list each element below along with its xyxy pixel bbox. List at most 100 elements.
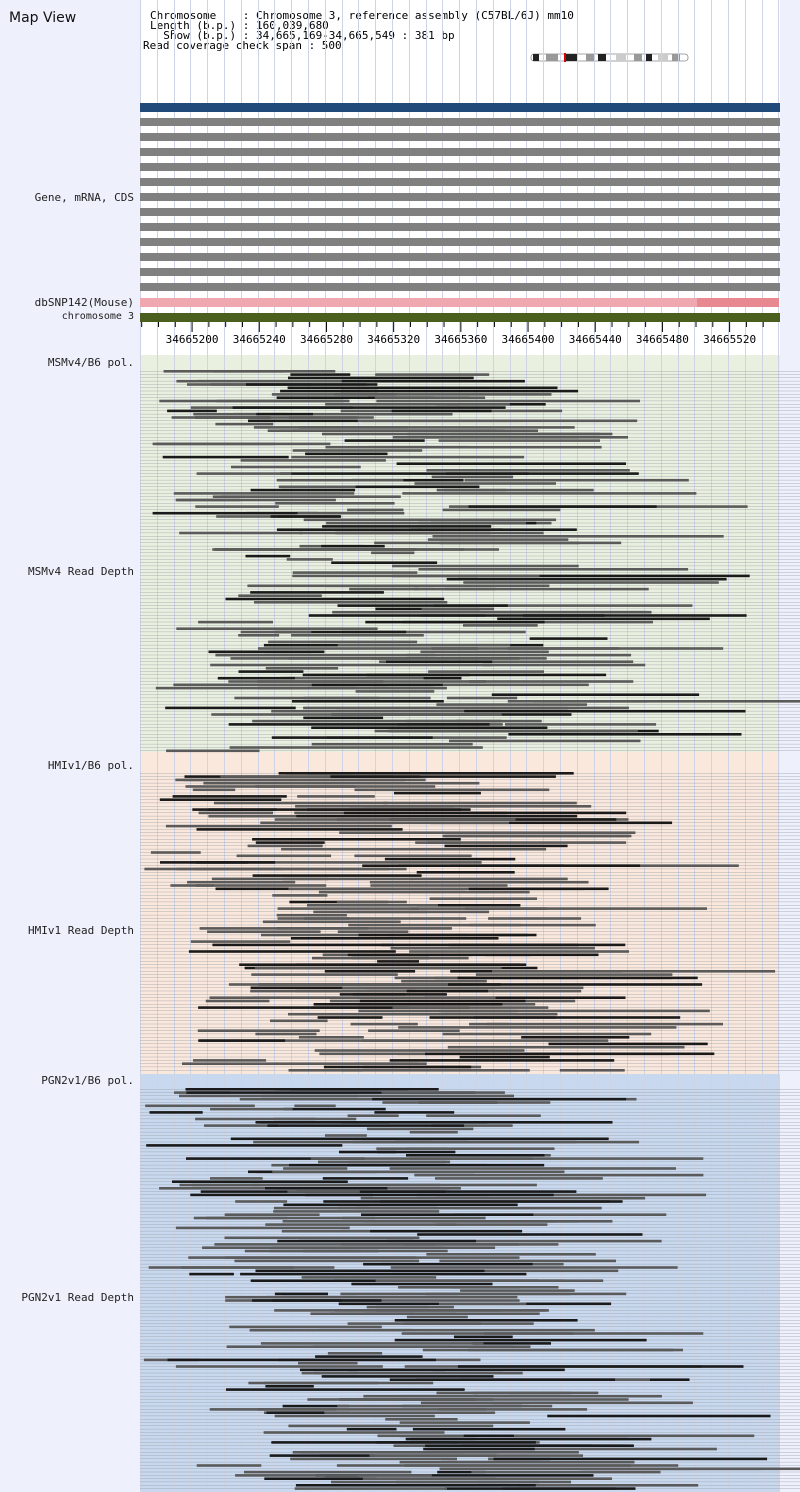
hmi-read: [448, 943, 626, 947]
gridline: [442, 0, 443, 1492]
pgn-read: [361, 1213, 534, 1216]
hmi-read: [444, 844, 568, 848]
msm-read: [176, 498, 336, 502]
pgn-read: [282, 1404, 349, 1408]
mrna-bar[interactable]: [140, 253, 780, 261]
pgn-depth-label: PGN2v1 Read Depth: [21, 1291, 134, 1304]
msm-read: [292, 449, 423, 452]
msm-read: [347, 508, 404, 512]
msm-read: [421, 607, 495, 611]
pgn-read: [206, 1216, 376, 1220]
hmi-read: [198, 811, 273, 815]
pgn-read: [399, 1460, 635, 1464]
hmi-read: [392, 1006, 549, 1009]
pgn-read: [513, 1434, 755, 1438]
msm-read: [299, 426, 575, 429]
msm-read: [230, 657, 410, 660]
pgn-read: [341, 1243, 559, 1246]
msm-read: [270, 515, 340, 518]
pgn-read: [196, 1464, 262, 1467]
msm-read: [334, 393, 552, 396]
mrna-bar[interactable]: [140, 148, 780, 156]
msm-read: [238, 594, 322, 597]
hmi-read: [370, 884, 508, 887]
mrna-bar[interactable]: [140, 178, 780, 186]
hmi-read: [198, 1006, 470, 1009]
mrna-bar[interactable]: [140, 208, 780, 216]
hmi-read: [448, 983, 703, 986]
pgn-read: [265, 1385, 314, 1388]
pgn-read: [406, 1315, 468, 1319]
hmi-read: [389, 1059, 615, 1062]
chromosome-ideogram[interactable]: [530, 53, 690, 62]
hmi-read: [354, 854, 472, 858]
dbsnp-bar[interactable]: [140, 298, 697, 307]
mrna-bar[interactable]: [264, 283, 780, 291]
pgn-read: [362, 1477, 612, 1480]
msm-read: [396, 462, 626, 465]
pgn-read: [188, 1256, 416, 1259]
dbsnp-bar-end[interactable]: [697, 298, 779, 307]
msm-read: [291, 634, 424, 637]
msm-read: [155, 686, 447, 690]
mrna-bar[interactable]: [140, 118, 780, 126]
hmi-read: [425, 1052, 715, 1056]
hmi-read: [410, 907, 707, 910]
pgn-read: [425, 1444, 634, 1447]
msm-read: [449, 739, 641, 743]
pgn-read: [409, 1130, 458, 1134]
hmi-read: [354, 788, 550, 792]
pgn-read: [491, 1401, 693, 1405]
pgn-read: [260, 1121, 488, 1124]
hmi-read: [195, 884, 327, 887]
msm-read: [483, 663, 646, 667]
pgn-read: [190, 1193, 373, 1197]
pgn-read: [229, 1325, 382, 1329]
hmi-read: [488, 917, 582, 920]
hmi-read: [318, 890, 530, 894]
hmi-read: [196, 828, 403, 831]
gridline: [140, 0, 141, 1492]
msm-read: [326, 584, 550, 588]
mrna-bar[interactable]: [140, 223, 780, 231]
pgn-read: [298, 1361, 358, 1365]
hmi-read: [364, 805, 491, 808]
gridline: [594, 0, 595, 1492]
msm-read: [326, 521, 527, 525]
gene-bar[interactable]: [140, 103, 780, 112]
hmi-read: [324, 970, 416, 973]
msm-read: [248, 419, 358, 423]
msm-read: [256, 412, 313, 416]
hmi-read: [465, 907, 548, 910]
hmi-read: [313, 1003, 503, 1006]
hmi-read: [369, 880, 589, 884]
mrna-bar[interactable]: [140, 238, 780, 246]
pgn-read: [394, 1338, 647, 1342]
hmi-read: [457, 976, 698, 980]
msm-read: [232, 406, 506, 409]
gridline: [274, 0, 275, 1492]
msm-read: [392, 564, 579, 568]
gridline: [711, 0, 712, 1492]
msm-read: [276, 478, 404, 482]
hmi-read: [236, 854, 332, 858]
msm-read: [438, 439, 600, 442]
mrna-bar[interactable]: [140, 133, 780, 141]
hmi-read: [411, 877, 568, 881]
msm-read: [422, 436, 579, 439]
msm-read: [287, 386, 558, 390]
hmi-read: [330, 775, 556, 778]
msm-read: [505, 723, 657, 726]
msm-read: [387, 729, 638, 733]
mrna-bar[interactable]: [140, 163, 780, 171]
msm-read: [322, 525, 492, 528]
msm-read: [210, 663, 493, 667]
msm-read: [238, 634, 280, 637]
hmi-read: [358, 933, 537, 937]
mrna-bar[interactable]: [140, 268, 780, 276]
pgn-read: [439, 1467, 691, 1471]
mrna-bar[interactable]: [140, 193, 780, 201]
ruler-tick-label: 34665400: [501, 333, 555, 346]
msm-read: [274, 630, 407, 634]
pgn-read: [181, 1266, 294, 1269]
